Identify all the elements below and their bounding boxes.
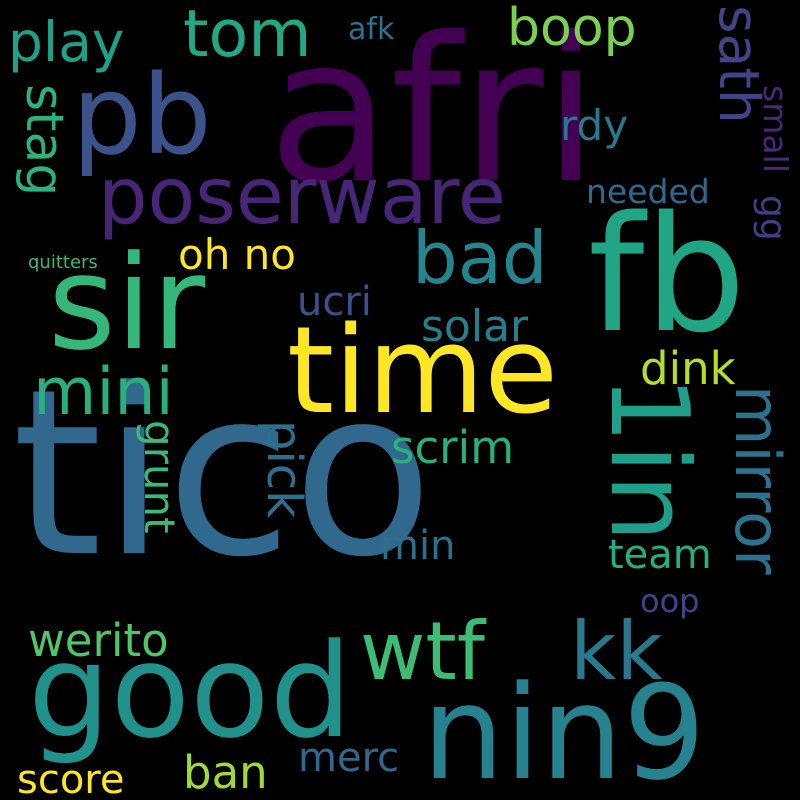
word-afk: afk — [348, 12, 395, 47]
word-ban: ban — [183, 746, 268, 799]
word-needed: needed — [586, 172, 710, 211]
word-solar: solar — [421, 301, 529, 352]
word-boop: boop — [507, 0, 637, 58]
word-tom: tom — [183, 0, 312, 72]
word-pick: pick — [256, 420, 312, 518]
word-nin9: nin9 — [422, 657, 706, 800]
word-scrim: scrim — [391, 421, 515, 474]
word-small: small — [756, 85, 795, 173]
word-kk: kk — [570, 605, 663, 698]
word-werito: werito — [28, 614, 169, 667]
word-1in: 1in — [586, 375, 711, 543]
word-mirror: mirror — [721, 385, 794, 575]
word-pb: pb — [72, 51, 212, 179]
word-grunt: grunt — [135, 420, 184, 534]
word-fb: fb — [588, 181, 746, 368]
word-wtf: wtf — [360, 605, 485, 698]
word-play: play — [8, 10, 125, 74]
word-sir: sir — [48, 227, 206, 379]
word-ucri: ucri — [297, 279, 372, 325]
word-mini: mini — [33, 355, 174, 430]
word-gg: gg — [752, 195, 793, 241]
word-time: time — [287, 302, 559, 441]
word-quitters: quitters — [28, 252, 98, 273]
word-tico: tico — [12, 341, 434, 608]
word-stag: stag — [14, 84, 74, 197]
word-oop: oop — [640, 582, 700, 620]
word-team: team — [608, 532, 712, 578]
word-oh-no: oh no — [178, 230, 296, 279]
word-rdy: rdy — [560, 101, 629, 150]
word-merc: merc — [298, 735, 400, 781]
word-dink: dink — [640, 342, 736, 395]
word-bad: bad — [412, 216, 548, 300]
word-score: score — [17, 757, 125, 800]
word-good: good — [28, 615, 353, 767]
word-afri: afri — [268, 0, 599, 228]
word-min: min — [380, 523, 456, 569]
word-poserware: poserware — [98, 152, 506, 242]
